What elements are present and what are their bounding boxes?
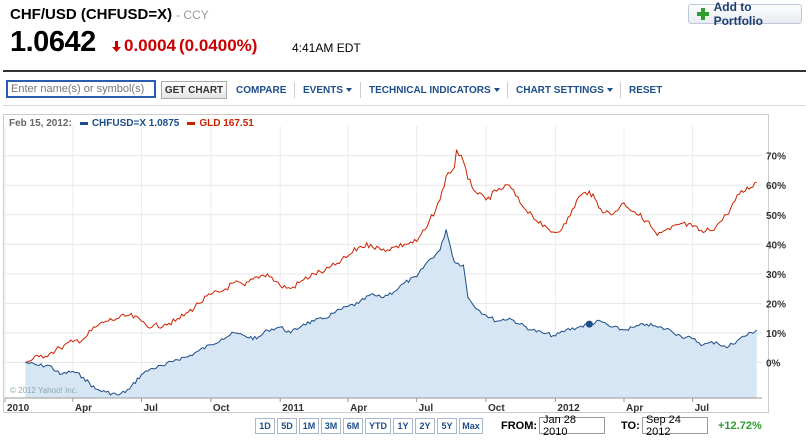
chevron-down-icon [606,88,613,93]
compare-button[interactable]: COMPARE [236,85,287,96]
from-label: FROM: [501,420,538,432]
range-button-1m[interactable]: 1M [299,418,319,434]
x-tick-label: Jul [419,403,434,414]
toolbar-divider [507,82,508,98]
y-tick-label: 20% [766,299,786,310]
x-tick-label: Oct [488,403,505,414]
chart-toolbar [3,70,806,106]
chevron-down-icon [493,88,500,93]
add-to-portfolio-button[interactable]: Add to Portfolio [688,0,802,28]
legend-date: Feb 15, 2012: [9,118,72,129]
toolbar-divider [294,82,295,98]
hover-marker [585,320,593,328]
range-button-max[interactable]: Max [459,418,483,434]
range-button-6m[interactable]: 6M [343,418,363,434]
range-button-2y[interactable]: 2Y [415,418,435,434]
technical-indicators-menu[interactable]: TECHNICAL INDICATORS [369,85,500,96]
legend-series-gld[interactable]: GLD 167.51 [187,118,254,129]
quote-time: 4:41AM EDT [292,41,361,55]
legend-swatch [187,121,196,125]
asset-type: - CCY [176,8,209,22]
chart-legend: Feb 15, 2012: CHFUSD=X 1.0875 GLD 167.51 [9,118,254,129]
symbol-search-input[interactable] [6,80,156,98]
x-tick-label: Apr [75,403,92,414]
symbol-name: CHF/USD (CHFUSD=X) [10,6,173,23]
x-tick-label: Jul [143,403,158,414]
total-change: +12.72% [718,420,762,432]
events-menu[interactable]: EVENTS [303,85,353,96]
chf-area [25,229,757,398]
y-tick-label: 30% [766,270,786,281]
add-to-portfolio-label: Add to Portfolio [713,0,763,28]
change-percent: (0.0400%) [179,36,258,55]
y-tick-label: 60% [766,181,786,192]
to-date-input[interactable]: Sep 24 2012 [642,414,708,438]
chart-frame [3,114,769,413]
y-tick-label: 0% [766,359,781,370]
get-chart-button[interactable]: GET CHART [161,81,227,99]
price-change: 0.0004 (0.0400%) [112,36,257,56]
legend-gld-label: GLD 167.51 [199,118,254,129]
quote-title: CHF/USD (CHFUSD=X) - CCY [10,6,209,23]
gld-series-line [25,149,757,363]
x-tick-label: 2011 [282,403,304,414]
technical-indicators-label: TECHNICAL INDICATORS [369,85,491,96]
x-tick-label: Jul [695,403,710,414]
y-tick-label: 40% [766,240,786,251]
change-value: 0.0004 [124,36,176,55]
y-tick-label: 70% [766,152,786,163]
x-tick-label: 2012 [557,403,580,414]
last-price: 1.0642 [10,26,96,58]
x-tick-label: Oct [213,403,230,414]
chart-settings-label: CHART SETTINGS [516,85,604,96]
chf-series-line [25,229,758,396]
range-button-ytd[interactable]: YTD [365,418,391,434]
toolbar-divider [620,82,621,98]
y-tick-label: 10% [766,329,786,340]
copyright-watermark: © 2012 Yahoo! Inc. [10,386,78,395]
from-date-input[interactable]: Jan 28 2010 [539,414,605,438]
legend-swatch [79,121,88,125]
range-button-3m[interactable]: 3M [321,418,341,434]
down-arrow-icon [112,40,121,52]
chevron-down-icon [346,88,353,93]
range-button-1y[interactable]: 1Y [393,418,413,434]
range-button-5d[interactable]: 5D [277,418,297,434]
range-button-5y[interactable]: 5Y [437,418,457,434]
to-label: TO: [621,420,640,432]
plus-icon [697,8,709,20]
x-tick-label: 2010 [7,403,30,414]
legend-series-chf[interactable]: CHFUSD=X 1.0875 [79,118,180,129]
reset-button[interactable]: RESET [629,85,663,96]
events-label: EVENTS [303,85,344,96]
y-tick-label: 50% [766,211,786,222]
x-tick-label: Apr [626,403,643,414]
x-tick-label: Apr [350,403,367,414]
range-button-1d[interactable]: 1D [255,418,275,434]
legend-chf-label: CHFUSD=X 1.0875 [91,118,180,129]
chart-settings-menu[interactable]: CHART SETTINGS [516,85,613,96]
toolbar-divider [360,82,361,98]
